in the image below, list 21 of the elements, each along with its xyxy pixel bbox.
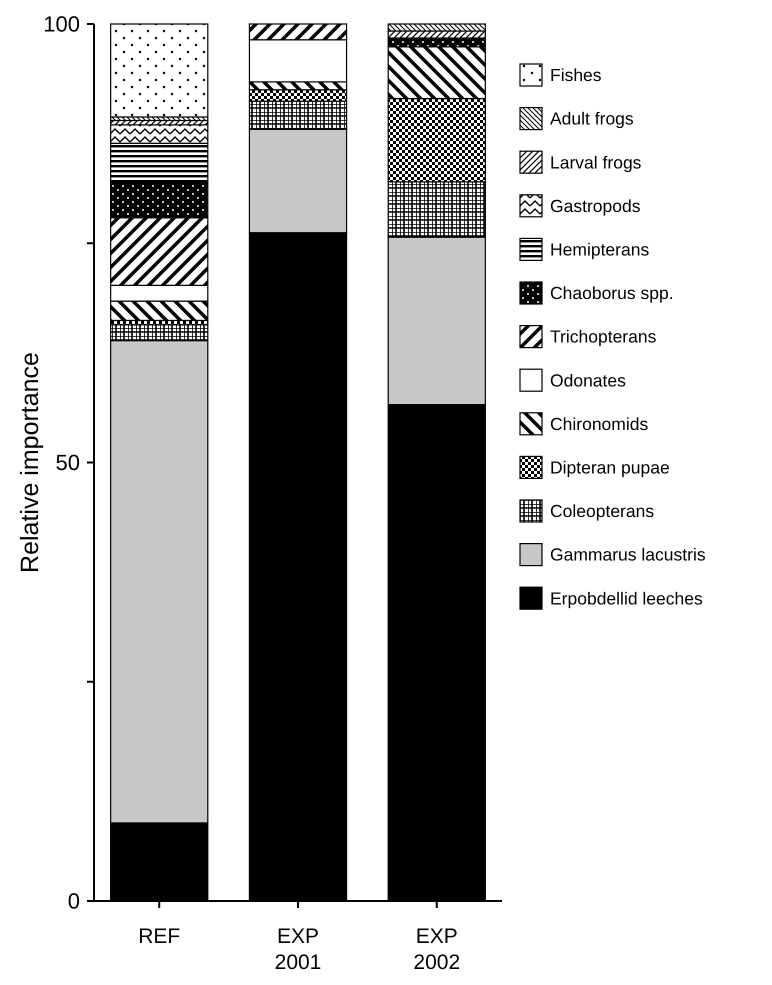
x-tick-label: EXP 2002	[413, 925, 460, 974]
legend-label: Hemipterans	[550, 240, 650, 260]
legend-label: Larval frogs	[550, 152, 642, 172]
legend-label: Chaoborus spp.	[550, 283, 674, 304]
x-tick-label: REF	[138, 925, 180, 948]
bar	[110, 23, 208, 118]
y-tick-label: 100	[43, 12, 80, 37]
legend-label: Gammarus lacustris	[550, 544, 706, 565]
legend-label: Trichopterans	[550, 326, 657, 347]
legend-label: Chironomids	[550, 414, 648, 434]
legend-label: Erpobdellid leeches	[550, 588, 703, 608]
legend-label: Dipteran pupae	[550, 458, 670, 478]
y-axis-title: Relative importance	[16, 352, 44, 573]
y-tick-label: 0	[68, 888, 80, 914]
legend-label: Adult frogs	[550, 108, 634, 129]
legend-label: Fishes	[550, 65, 602, 86]
x-tick-label: EXP 2001	[274, 925, 322, 974]
legend-label: Odonates	[550, 370, 626, 390]
legend-label: Coleopterans	[550, 501, 654, 522]
y-tick-label: 50	[56, 450, 80, 476]
legend-label: Gastropods	[550, 196, 641, 216]
